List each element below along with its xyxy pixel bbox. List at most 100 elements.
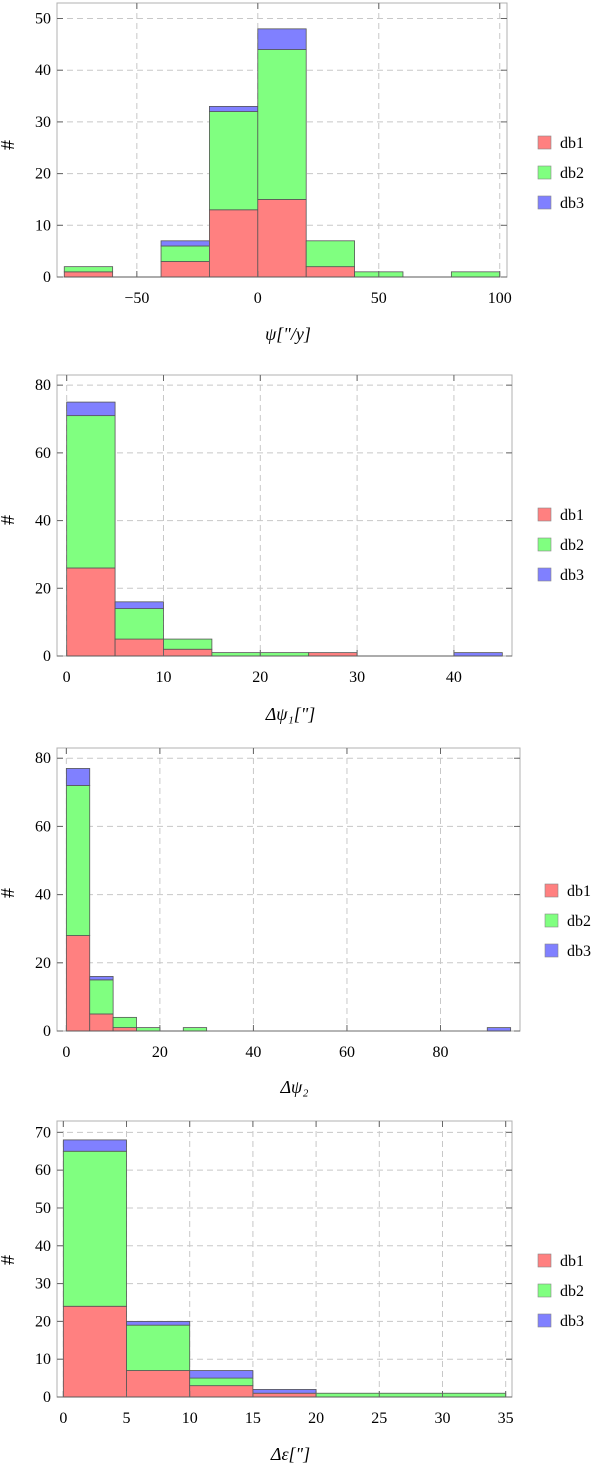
y-tick-label: 50 [35, 1200, 51, 1217]
x-tick-label: 0 [62, 1044, 70, 1061]
y-tick-label: 30 [35, 1276, 51, 1293]
legend-swatch-db3 [544, 943, 559, 958]
x-tick-label: 100 [488, 290, 512, 307]
x-tick-label: 20 [308, 1410, 324, 1427]
x-tick-label: 50 [371, 290, 387, 307]
x-axis-label: Δψ₂ [279, 1077, 308, 1097]
bar-db2 [315, 1392, 507, 1398]
legend-label-db1: db1 [567, 883, 591, 900]
bar-db3 [486, 1027, 512, 1032]
legend-label-db2: db2 [560, 1283, 584, 1300]
x-tick-label: 20 [152, 1044, 168, 1061]
y-tick-label: 30 [35, 114, 51, 131]
histogram-2: 0 10 20 30 40 0 20 40 60 80 # Δψ₁["] db1 db2 db3 [0, 374, 584, 724]
x-tick-label: 5 [123, 1410, 131, 1427]
x-tick-label: 40 [245, 1044, 261, 1061]
x-tick-label: 0 [254, 290, 262, 307]
legend-swatch-db3 [537, 567, 552, 582]
y-tick-label: 40 [35, 1238, 51, 1255]
x-tick-label: 10 [155, 669, 171, 686]
histogram-panel-4: 0 5 10 15 20 25 30 35 0 10 20 30 40 50 60 70 # Δε["] db1 db… [0, 1105, 600, 1467]
legend-swatch-db1 [537, 507, 552, 522]
bar-db3 [189, 1370, 254, 1379]
bar-db1 [66, 567, 116, 657]
bar-db2 [126, 1324, 191, 1371]
bar-db2 [114, 608, 164, 640]
bar-db2 [211, 652, 261, 657]
bar-db2 [66, 415, 116, 569]
bar-db2 [62, 1150, 127, 1307]
bar-db3 [114, 601, 164, 610]
bar-db1 [89, 1013, 114, 1032]
bar-db2 [63, 266, 114, 273]
bar-db3 [66, 401, 116, 417]
bar-db3 [453, 652, 503, 657]
x-tick-label: 0 [59, 1410, 67, 1427]
legend-swatch-db2 [537, 1283, 552, 1298]
bar-db1 [112, 1027, 137, 1032]
y-axis-label: # [0, 1255, 19, 1265]
y-tick-label: 40 [35, 513, 51, 530]
y-tick-label: 10 [35, 217, 51, 234]
legend-swatch-db1 [537, 135, 552, 150]
bar-db3 [160, 240, 210, 247]
x-axis-label: ψ̇["/y] [265, 324, 311, 344]
legend-label-db1: db1 [560, 507, 584, 524]
bar-db1 [252, 1392, 317, 1398]
legend-label-db3: db3 [567, 943, 591, 960]
bar-db2 [257, 49, 307, 200]
bar-db2 [209, 111, 259, 211]
y-tick-label: 0 [43, 269, 51, 286]
x-axis-label: Δψ₁["] [265, 704, 316, 724]
y-axis-label: # [0, 515, 19, 525]
histogram-panel-1: −50 0 50 100 0 10 20 30 40 50 # ψ̇["/y] db1 db2 db3 [0, 0, 600, 365]
legend-swatch-db3 [537, 195, 552, 210]
bar-db3 [65, 768, 91, 786]
bar-db2 [160, 245, 210, 262]
bar-db3 [257, 28, 307, 50]
legend-swatch-db2 [537, 165, 552, 180]
y-tick-label: 80 [35, 750, 51, 767]
legend-label-db3: db3 [560, 1313, 584, 1330]
bar-db1 [160, 261, 210, 278]
x-tick-label: 10 [182, 1410, 198, 1427]
bar-db2 [450, 271, 501, 278]
y-axis-label: # [0, 888, 19, 898]
y-tick-label: 20 [35, 1313, 51, 1330]
bar-db1 [305, 266, 355, 278]
y-tick-label: 20 [35, 955, 51, 972]
legend-swatch-db2 [537, 537, 552, 552]
y-tick-label: 40 [35, 62, 51, 79]
y-axis-label: # [0, 140, 19, 150]
bar-db3 [126, 1320, 191, 1326]
bar-db2 [89, 979, 114, 1015]
bar-db1 [126, 1370, 191, 1398]
bar-db1 [163, 648, 213, 657]
histogram-1: −50 0 50 100 0 10 20 30 40 50 # ψ̇["/y] db1 db2 db3 [0, 2, 584, 344]
legend-swatch-db2 [544, 913, 559, 928]
bar-db1 [65, 935, 91, 1032]
bar-db1 [63, 271, 114, 278]
x-tick-label: 40 [446, 669, 462, 686]
x-tick-label: 35 [498, 1410, 514, 1427]
histogram-3: 0 20 40 60 80 0 20 40 60 80 # Δψ₂ db1 db2 db3 [0, 747, 591, 1097]
bar-db3 [209, 105, 259, 112]
y-tick-label: 40 [35, 887, 51, 904]
bar-db1 [257, 199, 307, 278]
x-tick-label: 20 [252, 669, 268, 686]
plot-frame [56, 747, 521, 1032]
x-axis-label: Δε["] [270, 1444, 310, 1464]
legend-label-db2: db2 [560, 537, 584, 554]
bar-db2 [65, 785, 91, 936]
bar-db2 [305, 240, 355, 268]
bar-db3 [89, 976, 114, 981]
bar-db1 [114, 638, 164, 657]
y-tick-label: 60 [35, 1162, 51, 1179]
legend-swatch-db1 [544, 883, 559, 898]
bar-db2 [182, 1027, 208, 1032]
bar-db1 [308, 652, 358, 657]
legend-label-db3: db3 [560, 195, 584, 212]
legend-label-db3: db3 [560, 567, 584, 584]
x-tick-label: 30 [349, 669, 365, 686]
y-tick-label: 0 [43, 1023, 51, 1040]
